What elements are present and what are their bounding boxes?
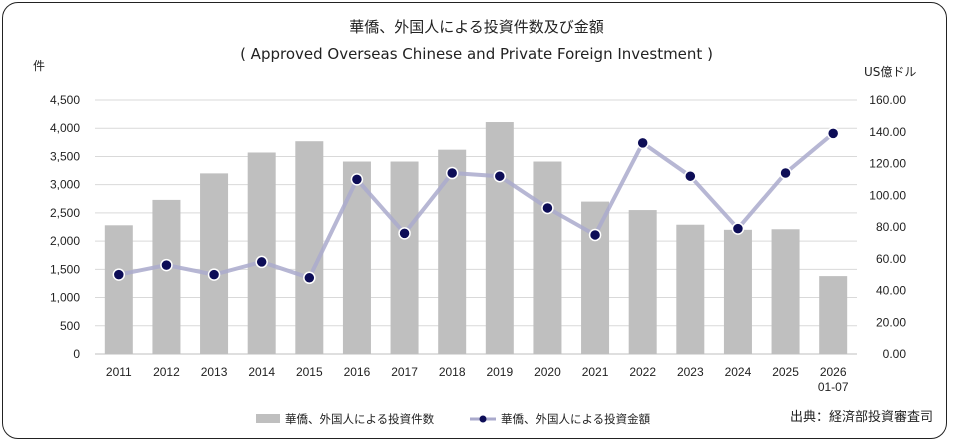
amount-point <box>112 268 126 281</box>
right-axis-tick-label: 40.00 <box>876 284 906 298</box>
bar <box>104 225 133 354</box>
bar <box>533 161 562 354</box>
amount-point <box>398 227 411 240</box>
left-axis-tick-label: 1,000 <box>50 291 80 305</box>
amount-point <box>684 169 697 183</box>
amount-point <box>779 166 792 180</box>
x-axis-tick-label: 2017 <box>391 365 418 379</box>
amount-point <box>255 255 268 269</box>
x-axis-tick-label: 2024 <box>725 365 752 379</box>
amount-point <box>303 271 316 285</box>
left-axis-tick-label: 3,000 <box>50 178 80 192</box>
left-axis-tick-label: 3,500 <box>50 149 80 163</box>
amount-point <box>493 169 507 183</box>
amount-point <box>731 222 745 235</box>
amount-line <box>116 131 836 280</box>
right-axis-tick-label: 160.00 <box>869 93 906 107</box>
left-axis-tick-label: 0 <box>73 347 80 361</box>
right-axis-tick-label: 0.00 <box>883 347 907 361</box>
bar <box>676 224 705 354</box>
bar <box>485 122 514 354</box>
bar <box>247 152 276 354</box>
x-axis-tick-label: 2020 <box>534 365 561 379</box>
x-axis-tick-label: 2016 <box>344 365 371 379</box>
legend-label-line: 華僑、外国人による投資金額 <box>501 412 651 426</box>
x-axis-tick-label: 2019 <box>486 365 513 379</box>
left-axis-tick-label: 4,000 <box>50 121 80 135</box>
x-axis-tick-label: 2022 <box>629 365 656 379</box>
x-axis-tick-label: 2023 <box>677 365 704 379</box>
chart-subtitle: ( Approved Overseas Chinese and Private … <box>240 45 713 63</box>
bar <box>152 199 181 354</box>
bar <box>723 229 752 354</box>
x-axis-tick-label: 2021 <box>582 365 609 379</box>
x-axis-tick-label: 2018 <box>439 365 466 379</box>
bar <box>342 161 371 354</box>
amount-point <box>160 258 173 272</box>
amount-point <box>207 268 221 281</box>
left-axis-tick-label: 2,500 <box>50 206 80 220</box>
x-axis-tick-label: 2015 <box>296 365 323 379</box>
left-axis-tick-label: 1,500 <box>50 262 80 276</box>
amount-point <box>445 166 459 180</box>
bar <box>581 201 610 354</box>
amount-point <box>826 127 840 140</box>
left-axis-tick-label: 2,000 <box>50 234 80 248</box>
bar <box>200 173 229 354</box>
legend-swatch-bars <box>256 414 280 423</box>
x-axis-tick-label: 2026 <box>820 365 847 379</box>
x-axis-tick-label: 2025 <box>772 365 799 379</box>
right-axis-tick-label: 100.00 <box>869 188 906 202</box>
right-axis-tick-label: 20.00 <box>876 315 906 329</box>
bar <box>438 149 467 354</box>
right-axis-tick-label: 60.00 <box>876 252 906 266</box>
legend-swatch-marker <box>479 415 487 423</box>
bar <box>819 276 848 354</box>
chart-title: 華僑、外国人による投資件数及び金額 <box>349 18 604 36</box>
amount-point <box>636 136 649 150</box>
bar <box>771 229 800 354</box>
right-axis-tick-label: 120.00 <box>869 157 906 171</box>
right-axis-tick-label: 140.00 <box>869 125 906 139</box>
x-axis-tick-label: 2014 <box>248 365 275 379</box>
left-axis-tick-label: 500 <box>60 319 80 333</box>
right-axis-tick-label: 80.00 <box>876 220 906 234</box>
x-axis-tick-label: 2012 <box>153 365 180 379</box>
right-axis-unit: US億ドル <box>864 65 917 79</box>
legend-label-bars: 華僑、外国人による投資件数 <box>285 412 435 426</box>
source-note: 出典：経済部投資審査司 <box>790 410 934 425</box>
left-axis-tick-label: 4,500 <box>50 93 80 107</box>
amount-point <box>541 201 554 215</box>
bar <box>295 141 324 354</box>
bar <box>628 210 657 354</box>
x-axis-tick-label: 01-07 <box>818 380 849 394</box>
chart-frame <box>2 2 947 439</box>
x-axis-tick-label: 2013 <box>201 365 228 379</box>
amount-point <box>350 173 364 186</box>
bar <box>390 161 419 354</box>
x-axis-tick-label: 2011 <box>106 365 132 379</box>
amount-point <box>588 228 602 242</box>
left-axis-unit: 件 <box>33 59 46 73</box>
